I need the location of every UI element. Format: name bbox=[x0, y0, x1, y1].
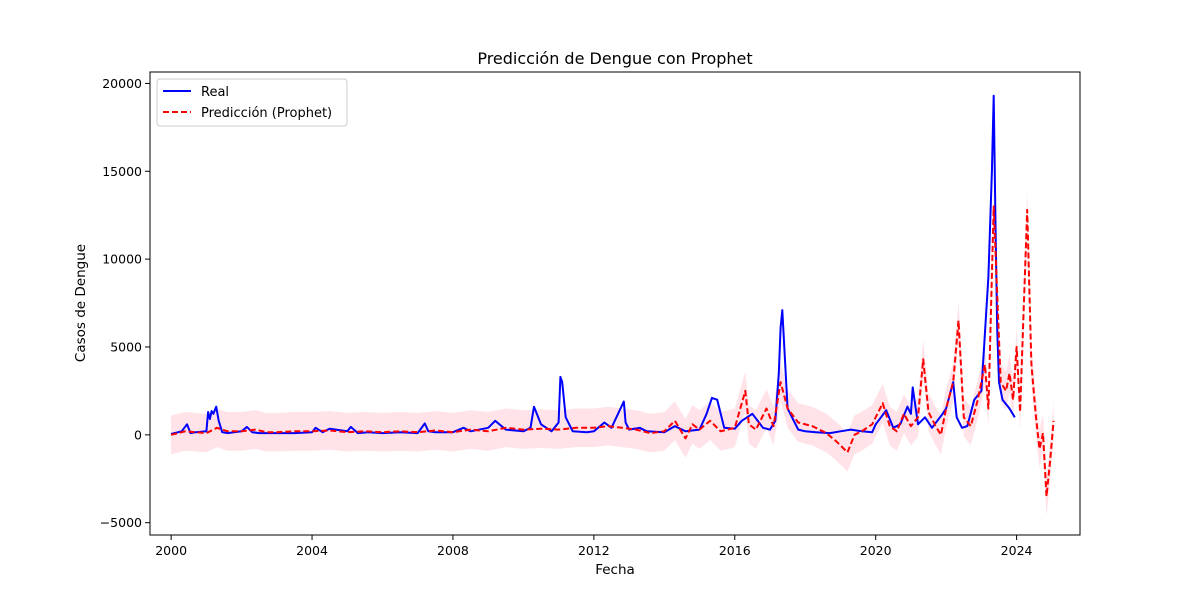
legend-box bbox=[156, 78, 348, 127]
series-prediction-line bbox=[170, 205, 1055, 498]
legend-prediction-label: Predicción (Prophet) bbox=[201, 106, 332, 121]
legend-real-label: Real bbox=[201, 85, 229, 100]
y-tick-label: 0 bbox=[134, 427, 142, 442]
axes-frame bbox=[149, 71, 1081, 536]
y-tick-label: 10000 bbox=[102, 252, 142, 267]
x-tick-label: 2020 bbox=[860, 543, 892, 558]
x-tick-label: 2024 bbox=[1001, 543, 1033, 558]
x-tick-label: 2016 bbox=[719, 543, 751, 558]
y-tick-label: 5000 bbox=[110, 339, 142, 354]
x-axis-label: Fecha bbox=[595, 562, 635, 578]
y-tick-label: 15000 bbox=[102, 164, 142, 179]
x-axis: 2000 2004 2008 2012 2016 2020 2024 bbox=[155, 535, 1033, 558]
x-tick-label: 2008 bbox=[437, 543, 469, 558]
y-axis: −5000 0 5000 10000 15000 20000 bbox=[100, 76, 150, 530]
x-tick-label: 2012 bbox=[578, 543, 610, 558]
plot-area bbox=[170, 94, 1055, 516]
y-tick-label: 20000 bbox=[102, 76, 142, 91]
chart-title: Predicción de Dengue con Prophet bbox=[477, 49, 752, 68]
legend: Real Predicción (Prophet) bbox=[156, 78, 348, 127]
x-tick-label: 2004 bbox=[296, 543, 328, 558]
y-axis-label: Casos de Dengue bbox=[73, 244, 89, 362]
y-tick-label: −5000 bbox=[100, 515, 142, 530]
x-tick-label: 2000 bbox=[155, 543, 187, 558]
